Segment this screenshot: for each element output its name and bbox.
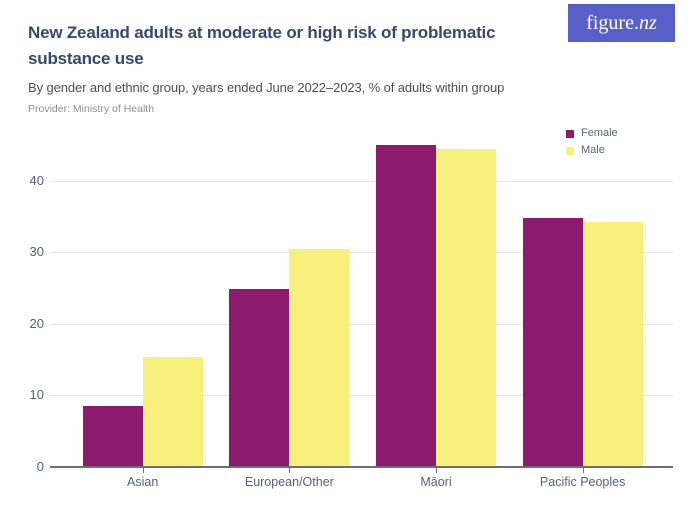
y-axis-tick-label: 30 — [29, 244, 44, 260]
legend-label: Female — [581, 127, 618, 139]
bar-female-pacific-peoples — [522, 218, 583, 467]
chart-subtitle: By gender and ethnic group, years ended … — [28, 80, 505, 95]
bar-female-european-other — [229, 289, 290, 467]
figurenz-logo[interactable]: figure.nz — [568, 4, 675, 42]
bar-male-m-ori — [436, 149, 496, 467]
y-axis-tick-label: 40 — [29, 172, 44, 188]
x-axis-tick — [142, 468, 144, 473]
x-axis-label-pacific-peoples: Pacific Peoples — [539, 475, 626, 489]
bar-female-asian — [82, 405, 143, 467]
legend-label: Male — [581, 144, 605, 156]
legend-item-male: Male — [566, 142, 618, 159]
gridline — [50, 395, 673, 397]
bar-male-pacific-peoples — [582, 221, 643, 467]
gridline — [50, 180, 673, 182]
gridline — [50, 252, 673, 254]
x-axis-label-m-ori: Māori — [420, 475, 452, 489]
x-axis-tick — [289, 468, 291, 473]
x-axis-label-european-other: European/Other — [244, 475, 334, 489]
logo-text: figure.nz — [586, 11, 657, 34]
provider-label: Provider: Ministry of Health — [28, 103, 155, 115]
y-axis-tick-label: 0 — [36, 458, 44, 474]
y-axis-tick-label: 20 — [29, 315, 44, 331]
bar-female-m-ori — [376, 144, 436, 467]
page-title: New Zealand adults at moderate or high r… — [28, 23, 496, 68]
bar-male-european-other — [289, 249, 350, 467]
x-axis-tick — [436, 468, 437, 473]
chart-legend: Female Male — [566, 125, 618, 159]
gridline — [50, 323, 673, 325]
legend-swatch-female — [566, 129, 574, 138]
bar-male-asian — [142, 356, 203, 467]
legend-swatch-male — [566, 146, 574, 155]
x-axis-label-asian: Asian — [127, 475, 159, 489]
x-axis-line — [50, 465, 673, 468]
x-axis-tick — [582, 468, 584, 473]
legend-item-female: Female — [566, 125, 618, 142]
y-axis-tick-label: 10 — [29, 387, 44, 403]
